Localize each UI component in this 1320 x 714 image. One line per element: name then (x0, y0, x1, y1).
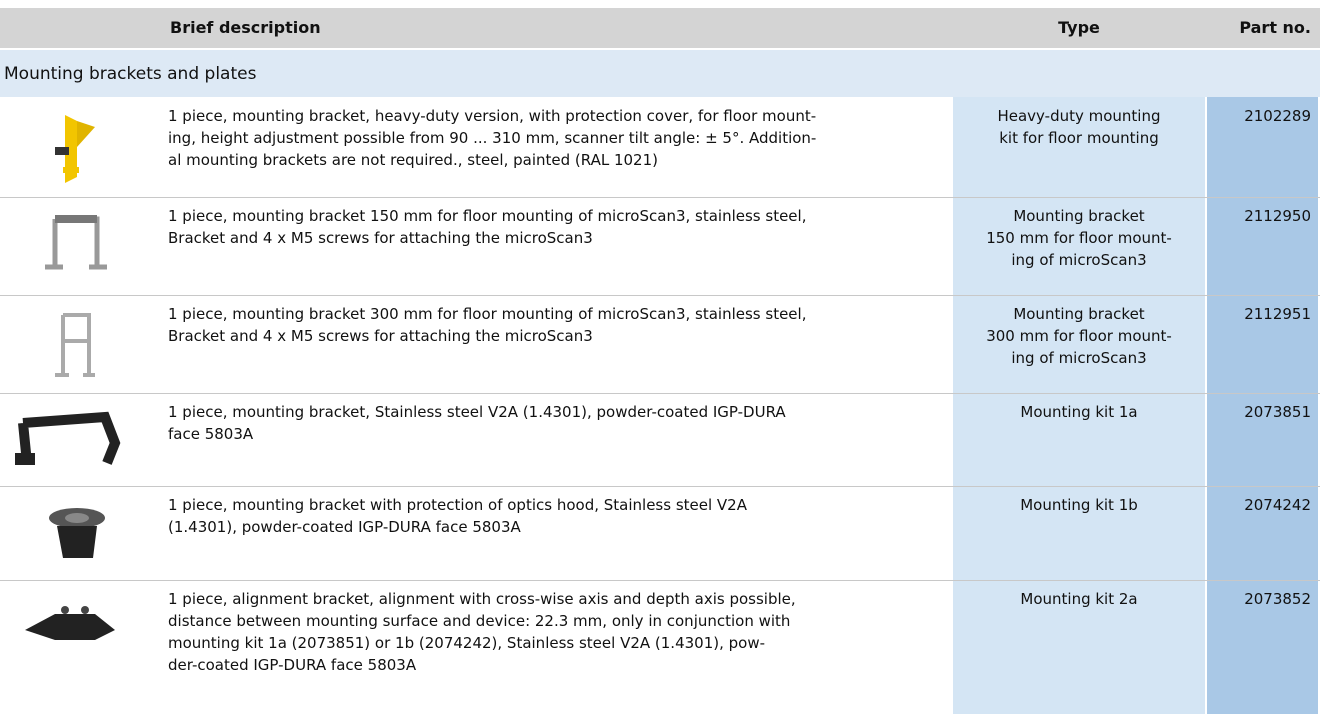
type: Mounting kit 1b (953, 494, 1205, 516)
type: Mounting bracket 300 mm for floor mount-i… (953, 303, 1205, 369)
table-header (0, 8, 1320, 48)
type-line: 300 mm for floor mount- (986, 327, 1172, 345)
part-no: 2074242 (1244, 496, 1311, 514)
part-no: 2073852 (1244, 590, 1311, 608)
part-no: 2112951 (1244, 305, 1311, 323)
header-type: Type (1058, 18, 1100, 37)
description-line: 1 piece, mounting bracket 300 mm for flo… (168, 305, 807, 323)
type-line: Mounting kit 2a (1020, 590, 1138, 608)
description-line: ing, height adjustment possible from 90 … (168, 129, 817, 147)
header-description: Brief description (170, 18, 321, 37)
part-no: 2073851 (1244, 403, 1311, 421)
description-line: der-coated IGP-DURA face 5803A (168, 656, 417, 674)
type-line: Mounting kit 1a (1020, 403, 1138, 421)
row-divider (0, 580, 1320, 581)
type-cell-bg (953, 295, 1205, 393)
header-part-no: Part no. (1239, 18, 1311, 37)
part-cell-bg (1207, 393, 1318, 486)
type-line: ing of microScan3 (1011, 251, 1147, 269)
type-line: Heavy-duty mounting (997, 107, 1161, 125)
part-no: 2102289 (1244, 107, 1311, 125)
type: Heavy-duty mounting kit for floor mountin… (953, 105, 1205, 149)
type-line: ing of microScan3 (1011, 349, 1147, 367)
type-cell-bg (953, 393, 1205, 486)
description: 1 piece, alignment bracket, alignment wi… (168, 588, 948, 676)
type-cell-bg (953, 580, 1205, 714)
type-cell-bg (953, 486, 1205, 580)
row-divider (0, 197, 1320, 198)
type-cell-bg (953, 197, 1205, 295)
type-line: Mounting bracket (1013, 207, 1145, 225)
product-image (35, 496, 115, 580)
type-line: Mounting bracket (1013, 305, 1145, 323)
description-line: 1 piece, mounting bracket 150 mm for flo… (168, 207, 807, 225)
part-cell-bg (1207, 97, 1318, 197)
product-image (35, 207, 115, 291)
type-line: kit for floor mounting (999, 129, 1159, 147)
part-cell-bg (1207, 295, 1318, 393)
description-line: 1 piece, mounting bracket, Stainless ste… (168, 403, 786, 421)
row-divider (0, 295, 1320, 296)
description-line: (1.4301), powder-coated IGP-DURA face 58… (168, 518, 521, 536)
product-image (35, 305, 115, 389)
part-cell-bg (1207, 197, 1318, 295)
type: Mounting bracket 150 mm for floor mount-i… (953, 205, 1205, 271)
description: 1 piece, mounting bracket 300 mm for flo… (168, 303, 948, 347)
product-image (15, 403, 125, 487)
description: 1 piece, mounting bracket with protectio… (168, 494, 948, 538)
part-cell-bg (1207, 486, 1318, 580)
description-line: mounting kit 1a (2073851) or 1b (2074242… (168, 634, 766, 652)
part-no: 2112950 (1244, 207, 1311, 225)
description-line: 1 piece, alignment bracket, alignment wi… (168, 590, 796, 608)
row-divider (0, 486, 1320, 487)
description: 1 piece, mounting bracket, heavy-duty ve… (168, 105, 948, 171)
description-line: Bracket and 4 x M5 screws for attaching … (168, 229, 593, 247)
description-line: face 5803A (168, 425, 254, 443)
type-line: 150 mm for floor mount- (986, 229, 1172, 247)
description-line: 1 piece, mounting bracket with protectio… (168, 496, 747, 514)
part-cell-bg (1207, 580, 1318, 714)
type-line: Mounting kit 1b (1020, 496, 1138, 514)
product-image (35, 107, 115, 191)
type: Mounting kit 2a (953, 588, 1205, 610)
description-line: al mounting brackets are not required., … (168, 151, 658, 169)
type: Mounting kit 1a (953, 401, 1205, 423)
description-line: distance between mounting surface and de… (168, 612, 791, 630)
description-line: 1 piece, mounting bracket, heavy-duty ve… (168, 107, 817, 125)
row-divider (0, 393, 1320, 394)
section-title: Mounting brackets and plates (0, 50, 1320, 97)
type-cell-bg (953, 97, 1205, 197)
description: 1 piece, mounting bracket, Stainless ste… (168, 401, 948, 445)
product-image (15, 590, 125, 674)
description: 1 piece, mounting bracket 150 mm for flo… (168, 205, 948, 249)
description-line: Bracket and 4 x M5 screws for attaching … (168, 327, 593, 345)
